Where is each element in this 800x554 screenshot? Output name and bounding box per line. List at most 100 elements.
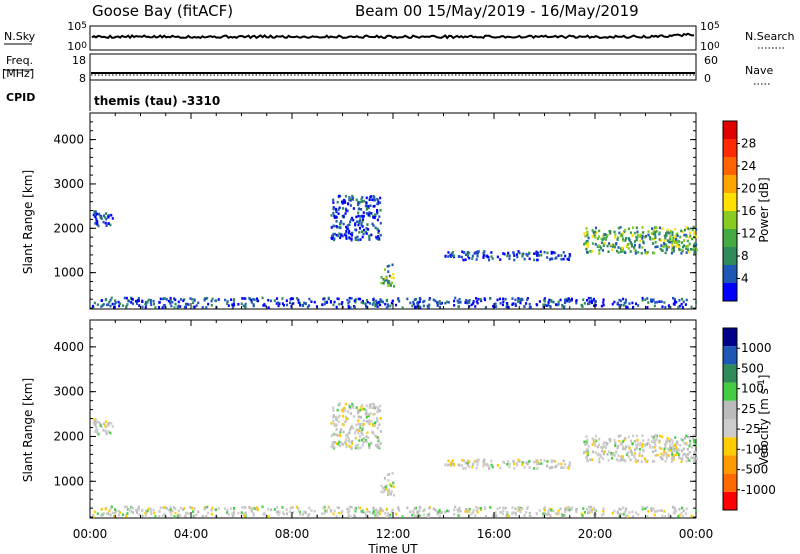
data-cell: [671, 246, 674, 250]
data-cell: [173, 506, 176, 509]
data-cell: [389, 492, 392, 496]
data-cell: [96, 512, 99, 516]
data-cell: [387, 270, 390, 274]
data-cell: [586, 243, 589, 247]
data-cell: [131, 511, 134, 514]
data-cell: [646, 297, 649, 300]
data-cell: [660, 239, 663, 242]
data-cell: [375, 508, 378, 512]
data-cell: [358, 429, 361, 433]
data-cell: [447, 509, 450, 513]
data-cell: [171, 300, 174, 304]
data-cell: [462, 258, 465, 262]
data-cell: [447, 459, 450, 463]
data-cell: [333, 509, 336, 513]
data-cell: [465, 507, 468, 511]
data-cell: [552, 509, 555, 513]
data-cell: [627, 237, 630, 240]
data-cell: [600, 455, 603, 458]
data-cell: [352, 404, 355, 408]
data-cell: [253, 298, 256, 302]
data-cell: [621, 246, 624, 250]
data-cell: [622, 440, 625, 443]
data-cell: [382, 282, 385, 285]
data-cell: [474, 305, 477, 308]
data-cell: [616, 301, 619, 305]
data-cell: [354, 238, 357, 242]
data-cell: [360, 432, 363, 435]
data-cell: [475, 505, 478, 509]
data-cell: [506, 514, 509, 518]
data-cell: [252, 303, 255, 306]
data-cell: [549, 514, 552, 517]
data-cell: [676, 442, 679, 446]
data-cell: [655, 230, 658, 233]
data-cell: [506, 463, 509, 466]
data-cell: [91, 304, 94, 308]
data-cell: [412, 509, 415, 513]
data-cell: [587, 511, 590, 515]
data-cell: [568, 464, 571, 467]
data-cell: [566, 466, 569, 469]
data-cell: [147, 298, 150, 302]
data-cell: [346, 507, 349, 511]
data-cell: [652, 437, 655, 441]
data-cell: [632, 434, 635, 438]
colorbar-swatch: [723, 491, 737, 510]
data-cell: [639, 441, 642, 445]
data-cell: [275, 302, 278, 305]
data-cell: [349, 204, 352, 207]
data-cell: [354, 509, 357, 513]
data-cell: [654, 236, 657, 239]
data-cell: [603, 242, 606, 245]
data-cell: [210, 303, 213, 307]
data-cell: [362, 214, 365, 218]
data-cell: [676, 234, 679, 238]
data-cell: [361, 220, 364, 223]
data-cell: [692, 456, 695, 460]
beam-date-title: Beam 00 15/May/2019 - 16/May/2019: [355, 2, 639, 20]
data-cell: [332, 406, 335, 410]
data-cell: [619, 434, 622, 437]
power-ylabel: Slant Range [km]: [21, 170, 35, 274]
data-cell: [332, 409, 335, 412]
data-cell: [683, 244, 686, 247]
data-cell: [447, 301, 450, 304]
data-cell: [361, 200, 364, 203]
data-cell: [672, 249, 675, 253]
data-cell: [616, 458, 619, 461]
data-cell: [569, 462, 572, 466]
data-cell: [614, 233, 617, 236]
data-cell: [102, 428, 105, 432]
data-cell: [308, 506, 311, 510]
data-cell: [332, 512, 335, 516]
data-cell: [348, 223, 351, 227]
data-cell: [665, 248, 668, 252]
data-cell: [622, 447, 625, 451]
data-cell: [323, 505, 326, 509]
data-cell: [591, 242, 594, 245]
data-cell: [379, 303, 382, 307]
data-cell: [450, 252, 453, 256]
data-cell: [561, 305, 564, 308]
data-cell: [598, 235, 601, 238]
data-cell: [475, 258, 478, 261]
data-cell: [583, 232, 586, 236]
data-cell: [342, 415, 345, 418]
data-cell: [461, 458, 464, 462]
data-cell: [367, 421, 370, 425]
data-cell: [653, 435, 656, 439]
data-cell: [603, 450, 606, 454]
data-cell: [641, 445, 644, 448]
data-cell: [384, 511, 387, 515]
data-cell: [583, 302, 586, 305]
data-cell: [332, 201, 335, 204]
data-cell: [475, 300, 478, 303]
data-cell: [348, 196, 351, 199]
data-cell: [495, 305, 498, 308]
data-cell: [96, 220, 99, 223]
data-cell: [587, 505, 590, 509]
data-cell: [377, 437, 380, 441]
data-cell: [99, 424, 102, 427]
data-cell: [389, 513, 392, 517]
